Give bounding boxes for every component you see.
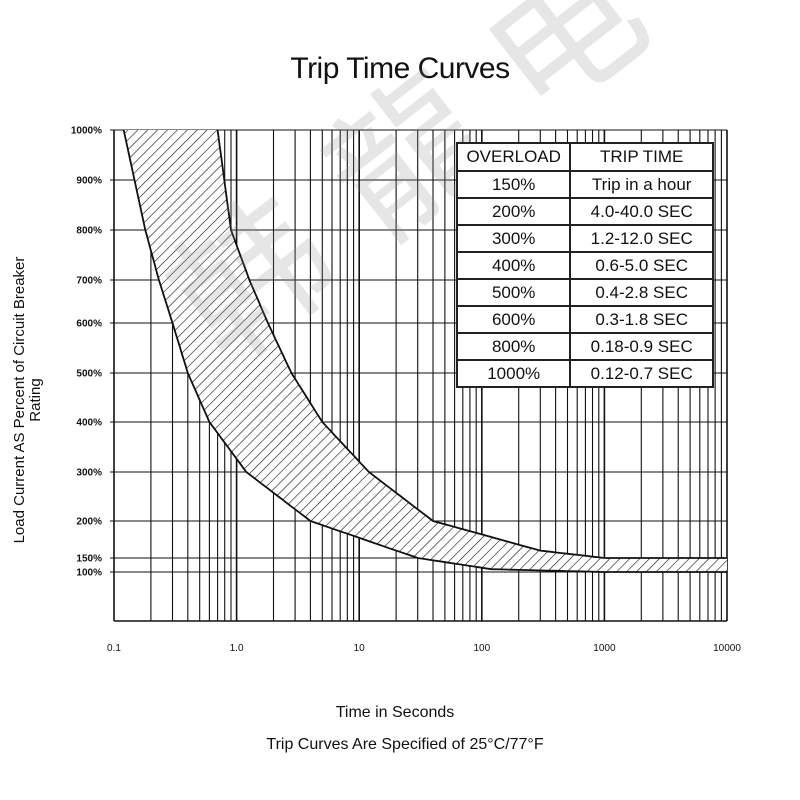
table-cell-overload: 200% xyxy=(455,197,572,226)
table-cell-trip-time: 0.18-0.9 SEC xyxy=(569,332,714,361)
table-row: 200% 4.0-40.0 SEC xyxy=(455,197,714,226)
y-tick-label: 800% xyxy=(76,226,102,237)
table-cell-trip-time: 0.6-5.0 SEC xyxy=(569,251,714,280)
table-cell-overload: 400% xyxy=(455,251,572,280)
table-row: 400% 0.6-5.0 SEC xyxy=(455,251,714,280)
table-row: 500% 0.4-2.8 SEC xyxy=(455,278,714,307)
table-row: 150% Trip in a hour xyxy=(455,170,714,199)
y-tick-label: 1000% xyxy=(71,126,102,137)
chart-caption: Trip Curves Are Specified of 25°C/77°F xyxy=(266,736,544,753)
table-cell-overload: 300% xyxy=(455,224,572,253)
y-tick-label: 200% xyxy=(76,517,102,528)
chart-title: Trip Time Curves xyxy=(290,52,510,85)
table-cell-trip-time: 0.12-0.7 SEC xyxy=(569,359,714,388)
table-header-row: OVERLOAD TRIP TIME xyxy=(455,142,714,172)
table-cell-overload: 150% xyxy=(455,170,572,199)
table-row: 300% 1.2-12.0 SEC xyxy=(455,224,714,253)
y-tick-label: 100% xyxy=(76,568,102,579)
x-tick-label: 1000 xyxy=(593,643,616,654)
band-lower-curve xyxy=(122,129,727,573)
x-tick-label: 100 xyxy=(473,643,490,654)
x-tick-label: 10000 xyxy=(713,643,741,654)
x-tick-label: 0.1 xyxy=(107,643,121,654)
table-body: 150% Trip in a hour 200% 4.0-40.0 SEC 300% 1.… xyxy=(455,170,714,388)
y-tick-label: 700% xyxy=(76,276,102,287)
table-cell-overload: 600% xyxy=(455,305,572,334)
y-tick-label: 900% xyxy=(76,176,102,187)
y-tick-label: 400% xyxy=(76,418,102,429)
table-cell-overload: 800% xyxy=(455,332,572,361)
trip-time-table: OVERLOAD TRIP TIME 150% Trip in a hour 200… xyxy=(455,142,714,388)
x-axis-label: Time in Seconds xyxy=(335,704,455,721)
y-tick-label: 500% xyxy=(76,369,102,380)
table-cell-trip-time: Trip in a hour xyxy=(569,170,714,199)
band-upper-curve xyxy=(216,129,727,559)
table-cell-overload: 1000% xyxy=(455,359,572,388)
table-row: 800% 0.18-0.9 SEC xyxy=(455,332,714,361)
x-tick-label: 10 xyxy=(354,643,366,654)
x-tick-label: 1.0 xyxy=(230,643,244,654)
trip-band xyxy=(123,130,727,572)
table-cell-overload: 500% xyxy=(455,278,572,307)
table-cell-trip-time: 0.4-2.8 SEC xyxy=(569,278,714,307)
y-tick-label: 600% xyxy=(76,319,102,330)
table-cell-trip-time: 4.0-40.0 SEC xyxy=(569,197,714,226)
y-tick-label: 150% xyxy=(76,554,102,565)
table-row: 1000% 0.12-0.7 SEC xyxy=(455,359,714,388)
y-tick-label: 300% xyxy=(76,468,102,479)
table-header-overload: OVERLOAD xyxy=(455,142,572,172)
table-row: 600% 0.3-1.8 SEC xyxy=(455,305,714,334)
table-cell-trip-time: 1.2-12.0 SEC xyxy=(569,224,714,253)
table-header-trip-time: TRIP TIME xyxy=(569,142,714,172)
table-cell-trip-time: 0.3-1.8 SEC xyxy=(569,305,714,334)
